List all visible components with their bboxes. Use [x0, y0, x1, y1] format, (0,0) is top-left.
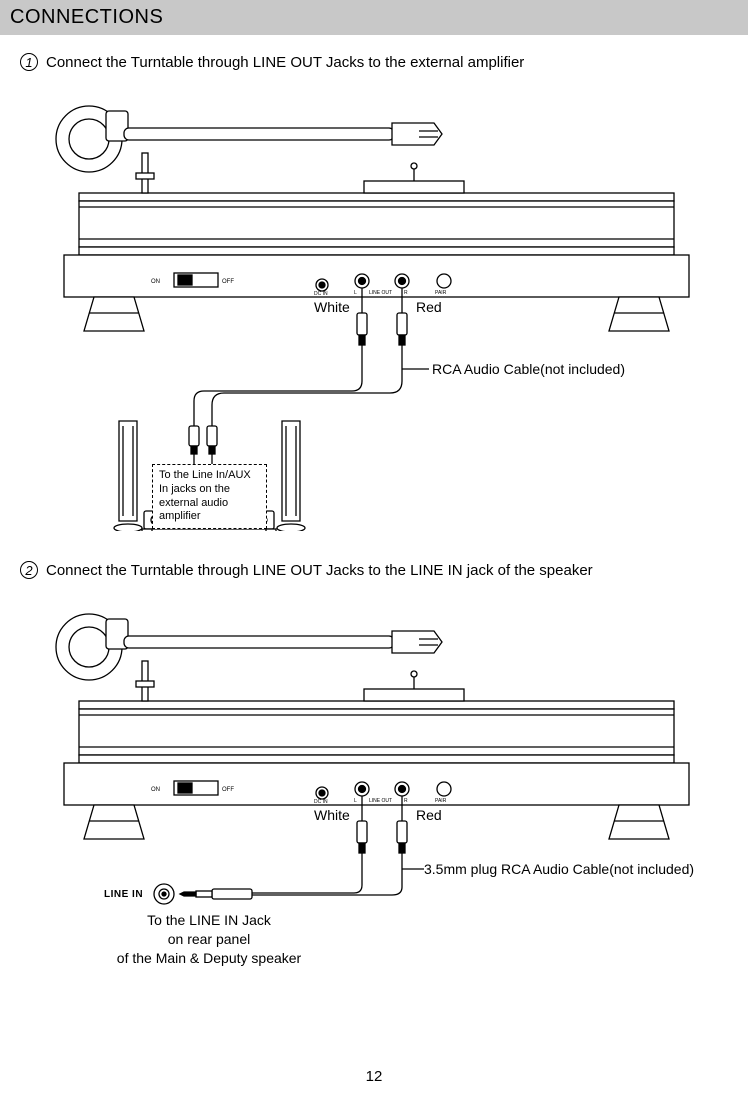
step1-number: 1: [20, 53, 38, 71]
page-content: 1 Connect the Turntable through LINE OUT…: [0, 35, 748, 969]
linein-note-2: on rear panel: [94, 930, 324, 949]
linein-note: To the LINE IN Jack on rear panel of the…: [94, 911, 324, 968]
page-header: CONNECTIONS: [0, 0, 748, 35]
header-title: CONNECTIONS: [10, 6, 163, 28]
svg-text:R: R: [404, 798, 408, 804]
white-label-2: White: [314, 807, 350, 823]
rca-label-1: RCA Audio Cable(not included): [432, 361, 625, 377]
svg-text:PAIR: PAIR: [435, 798, 447, 804]
svg-text:ON: ON: [151, 787, 160, 793]
step1-diagram: ON OFF DC IN L LINE OUT R PAIR White Red…: [24, 81, 724, 511]
step1-svg: ON OFF DC IN L LINE OUT R PAIR: [24, 81, 724, 531]
linein-note-1: To the LINE IN Jack: [94, 911, 324, 930]
red-label-1: Red: [416, 299, 442, 315]
svg-text:LINE OUT: LINE OUT: [369, 798, 392, 804]
linein-label: LINE IN: [104, 889, 143, 900]
step2-number: 2: [20, 561, 38, 579]
red-label-2: Red: [416, 807, 442, 823]
step1-line: 1 Connect the Turntable through LINE OUT…: [20, 53, 728, 71]
linein-note-3: of the Main & Deputy speaker: [94, 949, 324, 968]
step1-text: Connect the Turntable through LINE OUT J…: [46, 54, 524, 71]
l-label: L: [354, 290, 357, 296]
page-number: 12: [0, 1068, 748, 1085]
amp-note-box: To the Line In/AUX In jacks on the exter…: [152, 464, 267, 529]
svg-text:DC IN: DC IN: [314, 799, 328, 805]
r-label: R: [404, 290, 408, 296]
dcin-label: DC IN: [314, 291, 328, 297]
on-label: ON: [151, 279, 160, 285]
step2-text: Connect the Turntable through LINE OUT J…: [46, 562, 593, 579]
step2-diagram: ON OFF DC IN L LINE OUT R PAIR White Red…: [24, 589, 724, 969]
off-label: OFF: [222, 279, 234, 285]
amp-note-text: To the Line In/AUX In jacks on the exter…: [159, 469, 251, 522]
plug-label-2: 3.5mm plug RCA Audio Cable(not included): [424, 861, 694, 877]
white-label-1: White: [314, 299, 350, 315]
lineout-label: LINE OUT: [369, 290, 392, 296]
step2-line: 2 Connect the Turntable through LINE OUT…: [20, 561, 728, 579]
svg-text:L: L: [354, 798, 357, 804]
svg-text:OFF: OFF: [222, 787, 234, 793]
pair-label: PAIR: [435, 290, 447, 296]
